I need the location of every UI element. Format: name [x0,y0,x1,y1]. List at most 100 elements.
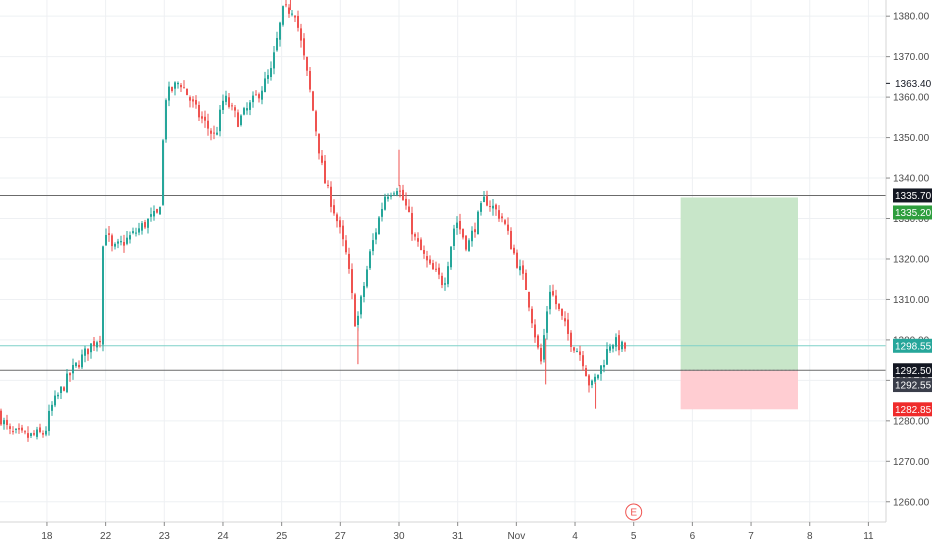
candle-body [495,204,497,210]
earnings-event-icon[interactable]: E [625,503,643,521]
candle-body [369,251,371,269]
candle-body [261,90,263,100]
candle-body [555,295,557,305]
candle-body [510,230,512,250]
candle-body [240,115,242,125]
badge-label: 1292.55 [895,381,932,392]
x-tick-label: 23 [159,531,171,542]
position-tool [680,197,798,410]
candle-body [207,120,209,129]
candle-body [525,272,527,290]
candle-body [558,303,560,310]
candle-body [255,94,257,96]
price-axis-bg [886,0,932,550]
candle-body [90,343,92,353]
candle-body [312,91,314,111]
candle-body [486,196,488,206]
candle-body [351,269,353,294]
candle-body [27,433,29,438]
candle-body [528,291,530,308]
candle-body [621,341,623,350]
candle-body [579,351,581,355]
target-zone[interactable] [680,197,798,371]
candle-body [393,193,395,195]
badge-bg [893,188,932,203]
candle-body [606,349,608,365]
candle-body [459,220,461,230]
candle-body [498,210,500,219]
badge-bg [893,378,932,393]
candle-body [531,308,533,324]
candle-body [6,419,8,425]
candle-body [330,186,332,207]
stop-zone[interactable] [680,370,798,410]
candle-body [120,241,122,243]
event-label: E [630,508,637,519]
events: E [625,503,643,521]
candle-body [381,208,383,217]
candle-body [57,394,59,397]
candle-body [327,184,329,186]
candle-body [597,374,599,379]
candle-body [339,220,341,228]
badge-bg [893,338,932,353]
candle-body [132,231,134,233]
candle-body [603,365,605,368]
candle-body [117,241,119,244]
candle-body [153,210,155,217]
x-tick-label: Nov [507,531,525,542]
candle-body [600,365,602,374]
badge-label: 1298.55 [895,341,932,352]
candle-body [24,431,26,433]
x-tick-label: 18 [41,531,53,542]
candle-body [477,211,479,235]
candle-body [435,268,437,270]
candle-body [591,380,593,386]
candle-body [129,235,131,240]
candle-body [303,38,305,56]
candle-body [453,228,455,246]
candle-body [387,196,389,199]
candle-body [222,100,224,110]
candle-body [150,214,152,217]
candle-body [450,246,452,268]
candle-body [447,266,449,285]
candle-body [306,56,308,71]
y-tick-label: 1340.00 [893,174,930,185]
price-badge-tick: 1363.40 [886,79,932,90]
candle-body [582,355,584,367]
candle-body [540,347,542,362]
candle-body [276,38,278,51]
candle-body [273,52,275,69]
candle-body [546,311,548,333]
candle-body [552,291,554,296]
candle-body [360,296,362,315]
candle-body [51,404,53,411]
candle-body [174,82,176,89]
candle-body [405,198,407,206]
candle-body [516,252,518,268]
candle-body [585,368,587,377]
candle-body [180,84,182,88]
candle-body [372,240,374,252]
candle-body [357,315,359,325]
candle-body [270,68,272,77]
candle-body [78,364,80,368]
candle-body [468,240,470,251]
candle-body [225,95,227,102]
candle-body [474,229,476,233]
candle-body [264,78,266,92]
badge-label: 1335.20 [895,208,932,219]
candle-body [504,220,506,224]
candle-body [186,88,188,96]
candle-body [570,332,572,347]
candle-body [216,132,218,135]
y-tick-label: 1370.00 [893,52,930,63]
candle-body [549,291,551,310]
y-tick-label: 1350.00 [893,133,930,144]
candle-body [414,234,416,237]
candle-body [123,241,125,246]
candle-body [309,71,311,90]
